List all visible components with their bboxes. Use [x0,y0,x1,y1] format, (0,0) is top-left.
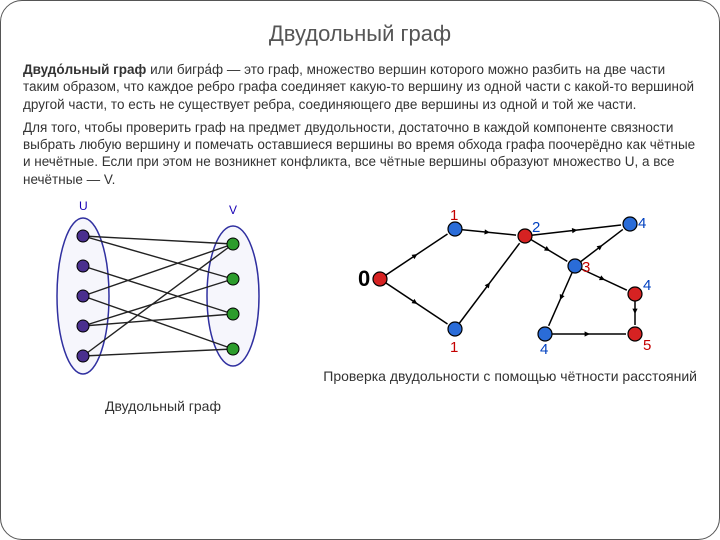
term-bold: Двудо́льный граф [23,62,146,77]
svg-text:4: 4 [540,341,548,358]
slide-title: Двудольный граф [23,21,697,47]
caption-right: Проверка двудольности с помощью чётности… [323,368,697,384]
svg-text:2: 2 [532,219,540,236]
svg-text:4: 4 [643,277,651,294]
svg-text:4: 4 [638,215,646,232]
slide: Двудольный граф Двудо́льный граф или биг… [0,0,720,540]
caption-left: Двудольный граф [105,398,221,414]
svg-text:0: 0 [358,266,370,291]
bfs-figure: 0 1 1 2 3 4 4 4 5 Проверка двудольности с помощь… [323,194,697,414]
bipartite-diagram: UV [23,194,303,394]
svg-text:V: V [229,203,237,217]
bipartite-figure: UV Двудольный граф [23,194,303,414]
definition-paragraph: Двудо́льный граф или бигра́ф — это граф,… [23,61,697,113]
svg-text:1: 1 [450,339,458,356]
svg-text:5: 5 [643,337,651,354]
algorithm-paragraph: Для того, чтобы проверить граф на предме… [23,119,697,188]
figures-row: UV Двудольный граф 011234445 Проверка дв… [23,194,697,414]
bfs-diagram: 0 1 1 2 3 4 4 4 5 [350,194,670,364]
svg-text:3: 3 [582,259,590,276]
svg-text:U: U [79,199,88,213]
svg-text:1: 1 [450,207,458,224]
